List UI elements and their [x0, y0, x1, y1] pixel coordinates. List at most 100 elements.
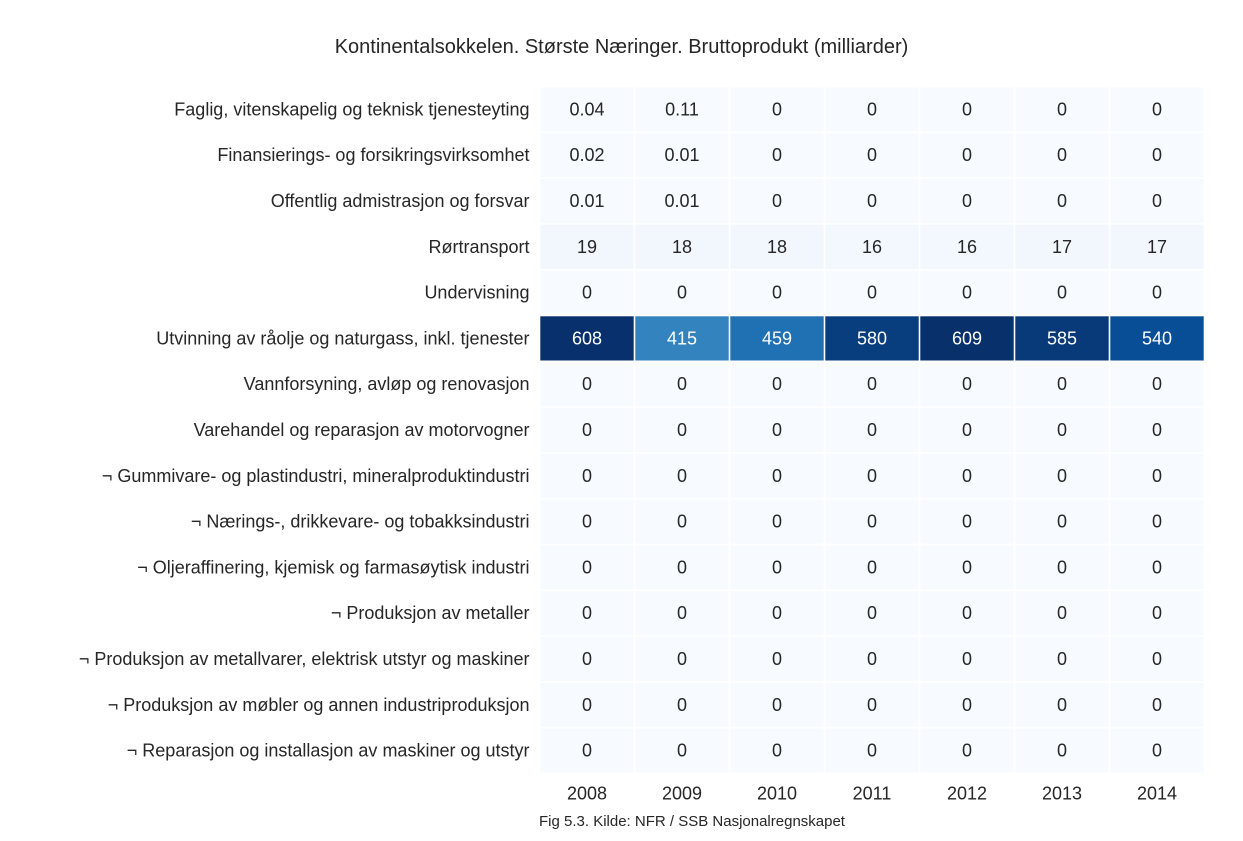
cell-value-label: 0	[677, 283, 687, 303]
heatmap-cell	[920, 133, 1014, 178]
heatmap-cell	[920, 407, 1014, 453]
heatmap-cell	[1110, 87, 1204, 132]
cell-value-label: 0	[772, 649, 782, 669]
heatmap-cell	[730, 499, 824, 544]
heatmap-cell	[540, 499, 634, 544]
heatmap-cell	[635, 133, 729, 178]
cell-value-label: 0	[1152, 557, 1162, 577]
heatmap-cell	[730, 407, 824, 453]
x-tick-label: 2011	[853, 784, 892, 804]
cell-value-label: 0	[772, 741, 782, 761]
cell-value-label: 0	[1152, 420, 1162, 440]
cell-value-label: 16	[957, 237, 977, 257]
cell-value-label: 0	[867, 512, 877, 532]
heatmap-cell	[540, 362, 634, 407]
heatmap-cell	[730, 545, 824, 590]
cell-value-label: 0	[677, 512, 687, 532]
cell-value-label: 0	[962, 420, 972, 440]
cell-value-label: 415	[667, 328, 697, 348]
heatmap-cell	[540, 133, 634, 178]
cell-value-label: 0	[1057, 283, 1067, 303]
heatmap-cell	[730, 728, 824, 773]
heatmap-cell	[540, 87, 634, 132]
heatmap-cell	[730, 133, 824, 178]
heatmap-cell	[825, 591, 919, 636]
row-label: Vannforsyning, avløp og renovasjon	[244, 374, 530, 394]
figure-caption: Fig 5.3. Kilde: NFR / SSB Nasjonalregnsk…	[539, 813, 845, 830]
heatmap-cell	[1015, 362, 1109, 407]
heatmap-cell	[920, 728, 1014, 773]
heatmap-cell	[920, 453, 1014, 498]
cell-value-label: 0	[962, 512, 972, 532]
cell-value-label: 0.01	[664, 145, 699, 165]
cell-value-label: 0	[1057, 374, 1067, 394]
heatmap-cell	[540, 591, 634, 636]
cell-value-label: 0	[1152, 512, 1162, 532]
cell-value-label: 18	[767, 237, 787, 257]
row-label: ¬ Nærings-, drikkevare- og tobakksindust…	[191, 512, 530, 532]
heatmap-cell	[540, 453, 634, 498]
cell-value-label: 0	[1057, 649, 1067, 669]
heatmap-cell	[1015, 178, 1109, 224]
row-label: ¬ Produksjon av metallvarer, elektrisk u…	[79, 649, 530, 669]
cell-value-label: 0	[1152, 603, 1162, 623]
cell-value-label: 0	[772, 374, 782, 394]
heatmap-cell	[635, 545, 729, 590]
heatmap-cell	[635, 87, 729, 132]
cell-value-label: 0	[582, 466, 592, 486]
heatmap-cell	[920, 316, 1014, 361]
heatmap-cell	[730, 362, 824, 407]
cell-value-label: 585	[1047, 328, 1077, 348]
cell-value-label: 0	[962, 283, 972, 303]
cell-value-label: 609	[952, 328, 982, 348]
cell-value-label: 0	[867, 99, 877, 119]
heatmap-cell	[635, 636, 729, 682]
cell-value-label: 0	[677, 557, 687, 577]
heatmap-cell	[635, 682, 729, 727]
cell-value-label: 0	[1152, 695, 1162, 715]
heatmap-cell	[920, 545, 1014, 590]
heatmap-cell	[730, 224, 824, 269]
heatmap-cell	[920, 270, 1014, 315]
heatmap-cell	[540, 728, 634, 773]
cell-value-label: 0	[772, 420, 782, 440]
cell-value-label: 0	[1057, 741, 1067, 761]
x-tick-label: 2008	[567, 784, 607, 804]
cell-value-label: 0	[867, 283, 877, 303]
cell-value-label: 0	[867, 374, 877, 394]
cell-value-label: 0	[1152, 99, 1162, 119]
cell-value-label: 0	[867, 649, 877, 669]
cell-value-label: 0	[582, 374, 592, 394]
heatmap-cell	[920, 682, 1014, 727]
heatmap-cell	[730, 591, 824, 636]
heatmap-cell	[825, 270, 919, 315]
cell-value-label: 16	[862, 237, 882, 257]
heatmap-cell	[825, 545, 919, 590]
row-label: ¬ Produksjon av møbler og annen industri…	[108, 695, 530, 715]
heatmap-cell	[825, 728, 919, 773]
cell-value-label: 0	[582, 695, 592, 715]
heatmap-cell	[1110, 270, 1204, 315]
heatmap-cell	[635, 728, 729, 773]
heatmap-cell	[1015, 499, 1109, 544]
cell-value-label: 0	[962, 374, 972, 394]
cell-value-label: 0	[772, 512, 782, 532]
heatmap-cell	[1110, 224, 1204, 269]
heatmap-cell	[730, 316, 824, 361]
heatmap-cell	[1015, 545, 1109, 590]
heatmap-cell	[540, 682, 634, 727]
heatmap-cell	[635, 453, 729, 498]
cell-value-label: 0	[962, 145, 972, 165]
row-label: Finansierings- og forsikringsvirksomhet	[217, 145, 529, 165]
cell-value-label: 0	[962, 741, 972, 761]
row-label: Rørtransport	[428, 237, 529, 257]
cell-value-label: 0	[772, 557, 782, 577]
heatmap-cell	[1015, 133, 1109, 178]
cell-value-label: 0	[867, 466, 877, 486]
cell-value-label: 0	[677, 374, 687, 394]
cell-value-label: 0	[1057, 99, 1067, 119]
heatmap-cell	[920, 591, 1014, 636]
cell-value-label: 0	[677, 695, 687, 715]
row-label: ¬ Reparasjon og installasjon av maskiner…	[127, 741, 530, 761]
cell-value-label: 0	[962, 466, 972, 486]
